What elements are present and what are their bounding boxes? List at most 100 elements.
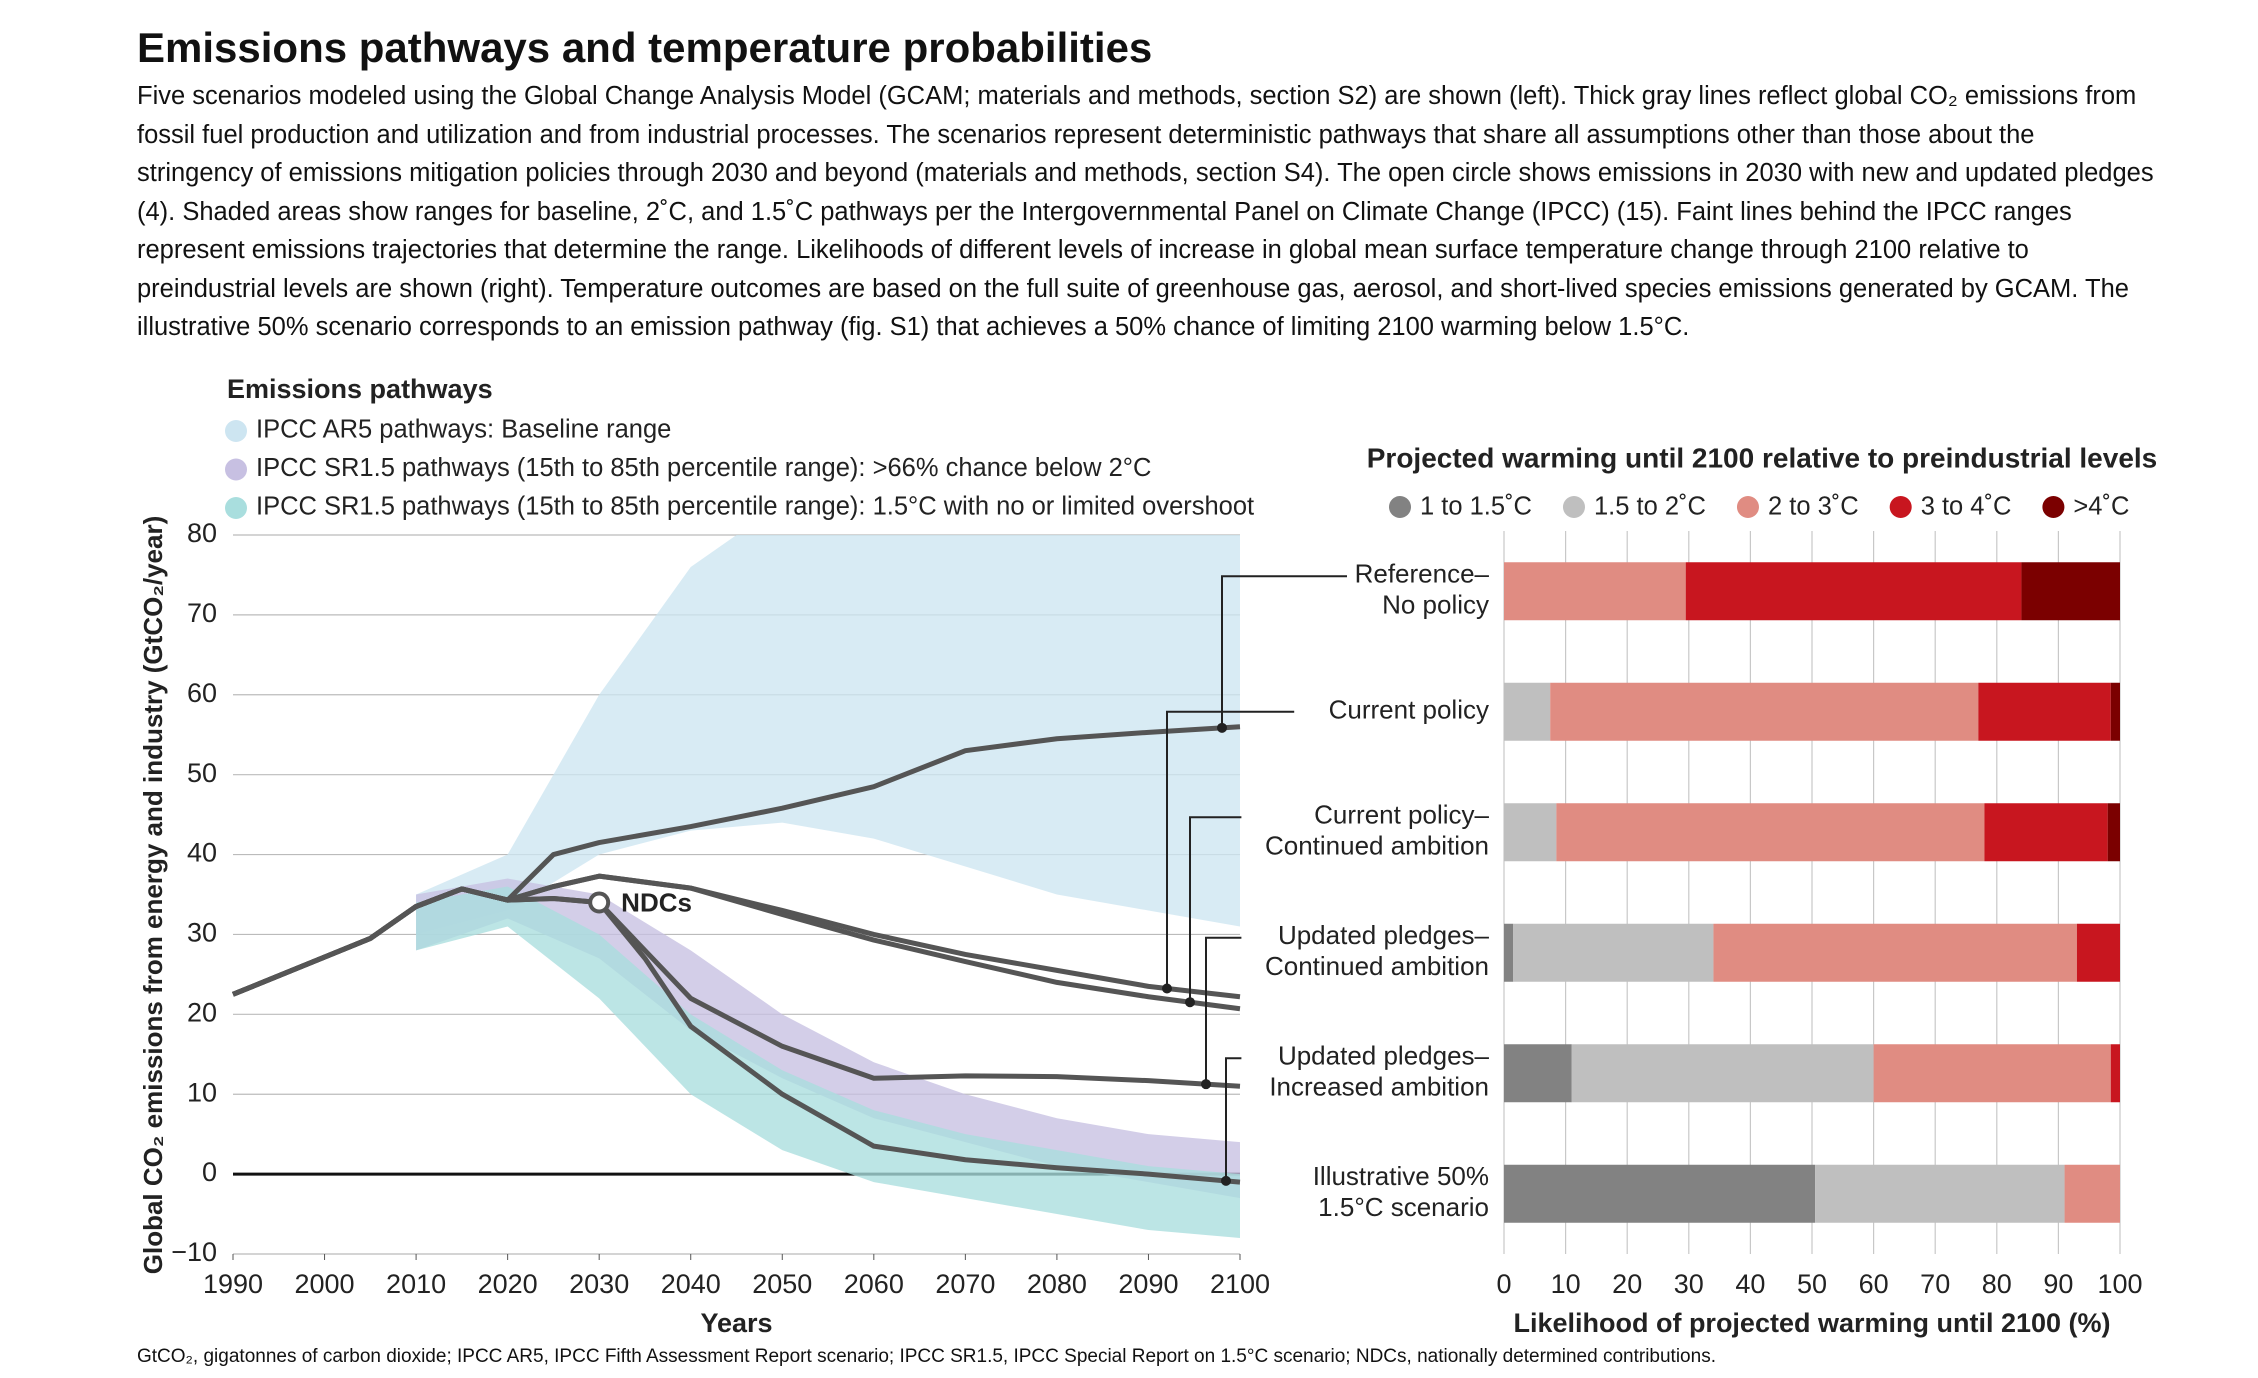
legend-label: IPCC SR1.5 pathways (15th to 85th percen… xyxy=(256,454,1151,482)
x-tick-label: 2030 xyxy=(569,1269,629,1299)
x-axis-title: Years xyxy=(700,1308,772,1338)
annotation-label: NDCs xyxy=(621,887,692,917)
y-tick-label: 40 xyxy=(187,838,217,868)
description: Five scenarios modeled using the Global … xyxy=(137,82,2154,341)
x-tick-label: 2060 xyxy=(844,1269,904,1299)
range-band xyxy=(416,886,1240,1239)
y-tick-label: 10 xyxy=(187,1077,217,1107)
bar-segment xyxy=(1984,803,2108,862)
legend-label: >4˚C xyxy=(2073,493,2129,521)
bar-segment xyxy=(1504,1044,1572,1103)
x-tick-label: 2020 xyxy=(478,1269,538,1299)
x-tick-label: 2070 xyxy=(935,1269,995,1299)
legend-swatch xyxy=(1736,496,1759,518)
legend-swatch xyxy=(2042,496,2065,518)
category-label: Increased ambition xyxy=(1269,1072,1489,1102)
x-tick-label: 0 xyxy=(1496,1269,1511,1299)
leader-dot xyxy=(1185,997,1195,1008)
x-axis-title: Likelihood of projected warming until 21… xyxy=(1513,1308,2110,1338)
footnote: GtCO₂, gigatonnes of carbon dioxide; IPC… xyxy=(137,1346,1716,1367)
x-tick-label: 2100 xyxy=(1210,1269,1270,1299)
bar-segment xyxy=(2110,682,2120,741)
bar-segment xyxy=(2076,923,2120,982)
leader-dot xyxy=(1217,722,1227,733)
legend-swatch xyxy=(1389,496,1411,518)
page-title: Emissions pathways and temperature proba… xyxy=(137,24,1153,71)
x-tick-label: 2010 xyxy=(386,1269,446,1299)
y-tick-label: 60 xyxy=(187,678,217,708)
y-tick-label: 0 xyxy=(202,1157,217,1187)
bar-segment xyxy=(2021,562,2120,621)
legend-title: Emissions pathways xyxy=(227,374,493,404)
y-tick-label: 70 xyxy=(187,598,217,628)
category-label: Reference– xyxy=(1355,559,1490,589)
bar-segment xyxy=(1978,682,2111,741)
legend-swatch xyxy=(225,497,247,519)
category-label: Updated pledges– xyxy=(1278,920,1490,950)
y-axis-title: Global CO₂ emissions from energy and ind… xyxy=(138,516,168,1274)
leader-dot xyxy=(1201,1079,1211,1090)
bar-segment xyxy=(1504,1164,1816,1223)
x-tick-label: 70 xyxy=(1920,1269,1950,1299)
legend-label: 1.5 to 2˚C xyxy=(1594,493,1706,521)
y-tick-label: 20 xyxy=(187,997,217,1027)
x-tick-label: 100 xyxy=(2097,1269,2142,1299)
legend-label: IPCC AR5 pathways: Baseline range xyxy=(256,416,671,444)
bar-segment xyxy=(1504,923,1514,982)
ndc-marker xyxy=(588,891,611,914)
category-label: Illustrative 50% xyxy=(1313,1161,1489,1191)
x-tick-label: 50 xyxy=(1797,1269,1827,1299)
leader-dot xyxy=(1162,983,1172,994)
legend-swatch xyxy=(1889,496,1912,518)
x-tick-label: 2040 xyxy=(661,1269,721,1299)
chart-title: Projected warming until 2100 relative to… xyxy=(1367,442,2158,473)
leader-line xyxy=(1166,710,1295,989)
category-label: Continued ambition xyxy=(1265,831,1489,861)
y-tick-label: 50 xyxy=(187,758,217,788)
bar-segment xyxy=(1873,1044,2111,1103)
legend-swatch xyxy=(1562,496,1585,518)
bar-segment xyxy=(1513,923,1714,982)
category-label: Current policy– xyxy=(1314,800,1489,830)
category-label: Current policy xyxy=(1329,695,1489,725)
leader-line xyxy=(1221,575,1347,728)
bar-segment xyxy=(1550,682,1979,741)
legend-label: 3 to 4˚C xyxy=(1921,493,2012,521)
bar-segment xyxy=(2107,803,2120,862)
x-tick-label: 60 xyxy=(1859,1269,1889,1299)
bar-segment xyxy=(1685,562,2022,621)
leader-line xyxy=(1205,936,1242,1085)
leader-line xyxy=(1225,1057,1242,1181)
scenario-line xyxy=(232,886,1241,1185)
category-label: 1.5°C scenario xyxy=(1318,1192,1489,1222)
x-tick-label: 2080 xyxy=(1027,1269,1087,1299)
bar-segment xyxy=(1556,803,1985,862)
legend-label: IPCC SR1.5 pathways (15th to 85th percen… xyxy=(256,493,1254,521)
bar-segment xyxy=(1504,682,1551,741)
range-band xyxy=(416,535,1240,935)
bar-segment xyxy=(1815,1164,2065,1223)
charts: Emissions pathways IPCC AR5 pathways: Bas… xyxy=(138,374,2158,1338)
bar-segment xyxy=(1504,562,1686,621)
y-tick-label: 80 xyxy=(187,518,217,548)
x-tick-label: 10 xyxy=(1551,1269,1581,1299)
x-tick-label: 20 xyxy=(1612,1269,1642,1299)
bar-segment xyxy=(1571,1044,1874,1103)
x-tick-label: 90 xyxy=(2043,1269,2073,1299)
legend-swatch xyxy=(225,420,247,442)
leader-line xyxy=(1189,816,1242,1003)
bar-segment xyxy=(1504,803,1557,862)
category-label: No policy xyxy=(1382,590,1489,620)
y-tick-label: 30 xyxy=(187,918,217,948)
x-tick-label: 2090 xyxy=(1118,1269,1178,1299)
legend-swatch xyxy=(225,458,247,481)
bar-segment xyxy=(2110,1044,2120,1103)
x-tick-label: 2000 xyxy=(295,1269,355,1299)
bar-segment xyxy=(1713,923,2077,982)
y-tick-label: −10 xyxy=(171,1237,217,1267)
x-tick-label: 2050 xyxy=(752,1269,812,1299)
legend-label: 2 to 3˚C xyxy=(1768,493,1859,521)
category-label: Continued ambition xyxy=(1265,951,1489,981)
bar-segment xyxy=(2064,1164,2120,1223)
